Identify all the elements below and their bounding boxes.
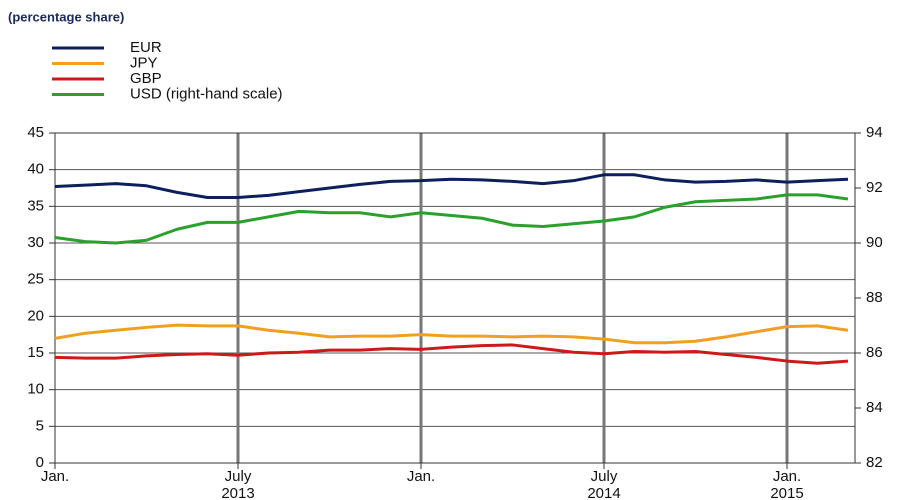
y-tick-label: 45 [27, 124, 44, 141]
y-tick-label: 5 [36, 417, 44, 434]
y2-tick-label: 90 [866, 234, 883, 251]
x-tick-label: Jan. 2015 [770, 468, 803, 500]
y2-tick-label: 92 [866, 179, 883, 196]
legend-label: EUR [130, 39, 162, 56]
y-tick-label: 10 [27, 381, 44, 398]
y2-tick-label: 84 [866, 399, 883, 416]
x-tick-label: Jan. [41, 468, 69, 485]
y2-tick-label: 86 [866, 344, 883, 361]
series-line [54, 193, 849, 245]
chart-title: (percentage share) [8, 9, 124, 24]
series-line [54, 173, 849, 200]
series-line [54, 343, 849, 365]
y2-tick-label: 88 [866, 289, 883, 306]
y2-tick-label: 82 [866, 454, 883, 471]
series-line [54, 323, 849, 345]
y-tick-label: 30 [27, 234, 44, 251]
plot-frame [54, 132, 856, 464]
y-tick-label: 20 [27, 307, 44, 324]
y-tick-label: 35 [27, 197, 44, 214]
y-tick-label: 15 [27, 344, 44, 361]
legend-label: USD (right-hand scale) [130, 85, 283, 102]
y-tick-label: 25 [27, 271, 44, 288]
x-tick-label: July 2013 [221, 468, 254, 500]
y-tick-label: 40 [27, 161, 44, 178]
y2-tick-label: 94 [866, 124, 883, 141]
legend-label: GBP [130, 70, 162, 87]
x-tick-label: Jan. [407, 468, 435, 485]
y-tick-label: 0 [36, 454, 44, 471]
x-tick-label: July 2014 [587, 468, 620, 500]
legend-label: JPY [130, 54, 158, 71]
